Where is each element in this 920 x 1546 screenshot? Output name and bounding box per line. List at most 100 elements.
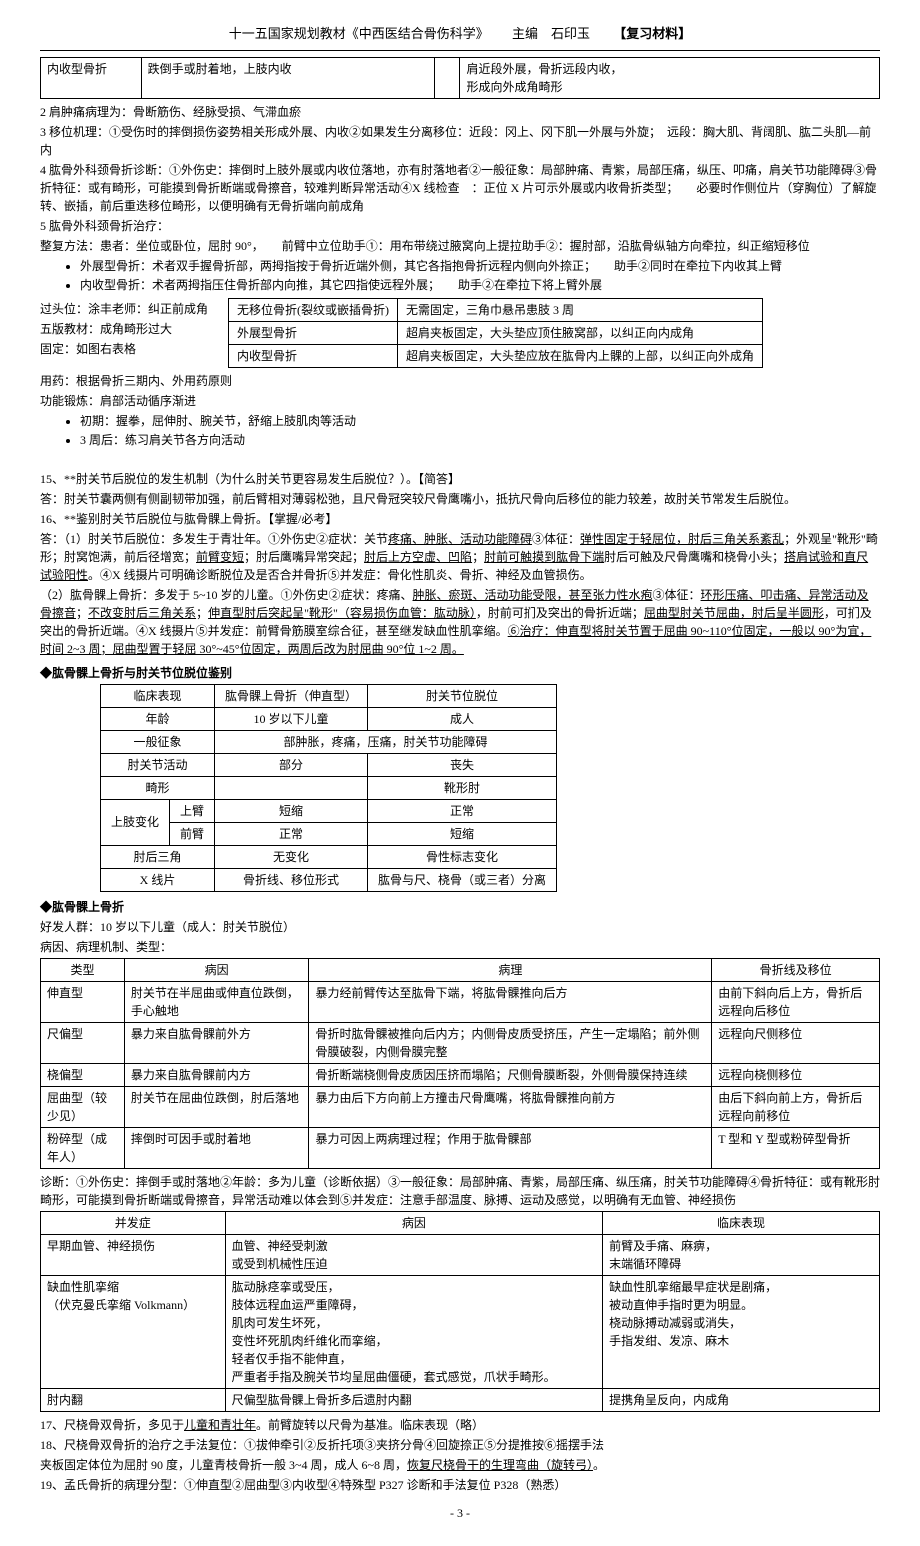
table-cell: 骨性标志变化 — [368, 845, 557, 868]
table-cell: 肘关节活动 — [101, 753, 215, 776]
bullet-list-1: 外展型骨折：术者双手握骨折部，两拇指按于骨折近端外侧，其它各指抱骨折远程内侧向外… — [40, 257, 880, 294]
table-cell: 10 岁以下儿童 — [215, 707, 368, 730]
table-cell: 前臂 — [170, 822, 215, 845]
doc-header: 十一五国家规划教材《中西医结合骨伤科学》 主编 石印玉 【复习材料】 — [40, 24, 880, 44]
table-cell: 暴力可因上两病理过程；作用于肱骨髁部 — [309, 1127, 712, 1168]
para: 17、尺桡骨双骨折，多见于儿童和青壮年。前臂旋转以尺骨为基准。临床表现（略） — [40, 1416, 880, 1434]
table-cell: 超肩夹板固定，大头垫应顶住腋窝部，以纠正向内成角 — [398, 321, 763, 344]
page-number: - 3 - — [40, 1504, 880, 1522]
para: 3 移位机理：①受伤时的摔倒损伤姿势相关形成外展、内收②如果发生分离移位：近段：… — [40, 123, 880, 159]
para: 好发人群：10 岁以下儿童（成人：肘关节脱位） — [40, 918, 880, 936]
table-cell: 上肢变化 — [101, 799, 170, 845]
bullet-item: 外展型骨折：术者双手握骨折部，两拇指按于骨折近端外侧，其它各指抱骨折远程内侧向外… — [80, 257, 880, 275]
section-1-title: ◆肱骨髁上骨折与肘关节位脱位鉴别 — [40, 664, 880, 682]
table-header: 肘关节位脱位 — [368, 684, 557, 707]
table-cell: 暴力经前臂传达至肱骨下端，将肱骨髁推向后方 — [309, 981, 712, 1022]
editor: 主编 石印玉 — [512, 26, 590, 41]
toprow-c4: 肩近段外展，骨折远段内收， 形成向外成角畸形 — [460, 57, 880, 98]
table-cell: 暴力来自肱骨髁前内方 — [124, 1063, 309, 1086]
types-table: 类型病因病理骨折线及移位伸直型肘关节在半屈曲或伸直位跌倒，手心触地暴力经前臂传达… — [40, 958, 880, 1169]
table-cell: 肘内翻 — [41, 1388, 226, 1411]
table-cell: 年龄 — [101, 707, 215, 730]
table-cell: 粉碎型（成年人） — [41, 1127, 125, 1168]
body3-text: 用药：根据骨折三期内、外用药原则功能锻炼：肩部活动循序渐进 — [40, 372, 880, 410]
bullet-item: 初期：握拳，屈伸肘、腕关节，舒缩上肢肌肉等活动 — [80, 412, 880, 430]
tail-text: 17、尺桡骨双骨折，多见于儿童和青壮年。前臂旋转以尺骨为基准。临床表现（略） 18… — [40, 1416, 880, 1494]
table-cell: 肘关节在半屈曲或伸直位跌倒，手心触地 — [124, 981, 309, 1022]
table-cell: 肘关节在屈曲位跌倒，肘后落地 — [124, 1086, 309, 1127]
table-cell: 短缩 — [215, 799, 368, 822]
table-cell: 一般征象 — [101, 730, 215, 753]
table-cell: T 型和 Y 型或粉碎型骨折 — [712, 1127, 880, 1168]
table-cell: 部肿胀，疼痛，压痛，肘关节功能障碍 — [215, 730, 557, 753]
table-cell: 桡偏型 — [41, 1063, 125, 1086]
body2-text: 过头位：涂丰老师：纠正前成角五版教材：成角畸形过大固定：如图右表格 — [40, 298, 208, 360]
table-cell: 靴形肘 — [368, 776, 557, 799]
toprow-c3 — [435, 57, 460, 98]
para: 19、孟氏骨折的病理分型：①伸直型②屈曲型③内收型④特殊型 P327 诊断和手法… — [40, 1476, 880, 1494]
answer-1: 答：（1）肘关节后脱位：多发生于青壮年。①外伤史②症状：关节疼痛、肿胀、活动功能… — [40, 530, 880, 584]
table-cell: 超肩夹板固定，大头垫应放在肱骨内上髁的上部，以纠正向外成角 — [398, 344, 763, 367]
table-cell: 尺偏型肱骨髁上骨折多后遗肘内翻 — [225, 1388, 603, 1411]
para: 18、尺桡骨双骨折的治疗之手法复位：①拔伸牵引②反折托项③夹挤分骨④回旋捺正⑤分… — [40, 1436, 880, 1454]
table-cell: 缺血性肌挛缩 （伏克曼氏挛缩 Volkmann） — [41, 1275, 226, 1388]
table-cell: 无需固定，三角巾悬吊患肢 3 周 — [398, 298, 763, 321]
table-cell: 由前下斜向后上方，骨折后远程向后移位 — [712, 981, 880, 1022]
fixation-table: 无移位骨折(裂纹或嵌插骨折)无需固定，三角巾悬吊患肢 3 周外展型骨折超肩夹板固… — [228, 298, 763, 368]
table-cell — [215, 776, 368, 799]
table-cell: 短缩 — [368, 822, 557, 845]
table-header: 肱骨髁上骨折（伸直型） — [215, 684, 368, 707]
para: 五版教材：成角畸形过大 — [40, 320, 208, 338]
table-cell: 由后下斜向前上方，骨折后远程向前移位 — [712, 1086, 880, 1127]
para: 4 肱骨外科颈骨折诊断：①外伤史：摔倒时上肢外展或内收位落地，亦有肘落地者②一般… — [40, 161, 880, 215]
complications-table: 并发症病因临床表现早期血管、神经损伤血管、神经受刺激 或受到机械性压迫前臂及手痛… — [40, 1211, 880, 1412]
toprow-table: 内收型骨折 跌倒手或肘着地，上肢内收 肩近段外展，骨折远段内收， 形成向外成角畸… — [40, 57, 880, 99]
table-cell: 部分 — [215, 753, 368, 776]
table-cell: 内收型骨折 — [229, 344, 398, 367]
comparison-table: 临床表现肱骨髁上骨折（伸直型）肘关节位脱位年龄10 岁以下儿童成人一般征象部肿胀… — [100, 684, 557, 892]
table-cell: 肱骨与尺、桡骨（或三者）分离 — [368, 868, 557, 891]
para: 答：肘关节囊两侧有侧副韧带加强，前后臂相对薄弱松弛，且尺骨冠突较尺骨鹰嘴小，抵抗… — [40, 490, 880, 508]
table-header: 并发症 — [41, 1211, 226, 1234]
body-text: 2 肩肿痛病理为：骨断筋伤、经脉受损、气滞血瘀 3 移位机理：①受伤时的摔倒损伤姿… — [40, 103, 880, 255]
table-cell: 提携角呈反向，内成角 — [603, 1388, 880, 1411]
table-header: 病因 — [124, 958, 309, 981]
para: 病因、病理机制、类型： — [40, 938, 880, 956]
table-cell: 骨折断端桡侧骨皮质因压挤而塌陷；尺侧骨膜断裂，外侧骨膜保持连续 — [309, 1063, 712, 1086]
table-cell: X 线片 — [101, 868, 215, 891]
mid-wrap: 过头位：涂丰老师：纠正前成角五版教材：成角畸形过大固定：如图右表格 无移位骨折(… — [40, 298, 880, 368]
bullet-list-2: 初期：握拳，屈伸肘、腕关节，舒缩上肢肌肉等活动3 周后：练习肩关节各方向活动 — [40, 412, 880, 449]
table-cell: 丧失 — [368, 753, 557, 776]
para: 过头位：涂丰老师：纠正前成角 — [40, 300, 208, 318]
table-cell: 血管、神经受刺激 或受到机械性压迫 — [225, 1234, 603, 1275]
table-cell: 远程向尺侧移位 — [712, 1022, 880, 1063]
table-cell: 骨折线、移位形式 — [215, 868, 368, 891]
table-cell: 暴力由后下方向前上方撞击尺骨鹰嘴，将肱骨髁推向前方 — [309, 1086, 712, 1127]
answer-2: （2）肱骨髁上骨折：多发于 5~10 岁的儿童。①外伤史②症状：疼痛、肿胀、瘀斑… — [40, 586, 880, 658]
table-header: 病理 — [309, 958, 712, 981]
table-cell: 屈曲型（较少见） — [41, 1086, 125, 1127]
table-header: 病因 — [225, 1211, 603, 1234]
table-cell: 无变化 — [215, 845, 368, 868]
table-cell: 外展型骨折 — [229, 321, 398, 344]
para: 16、**鉴别肘关节后脱位与肱骨髁上骨折。【掌握/必考】 — [40, 510, 880, 528]
toprow-c2: 跌倒手或肘着地，上肢内收 — [141, 57, 435, 98]
section-2-lines: 好发人群：10 岁以下儿童（成人：肘关节脱位） 病因、病理机制、类型： — [40, 918, 880, 956]
table-header: 临床表现 — [603, 1211, 880, 1234]
table-cell: 畸形 — [101, 776, 215, 799]
para: 2 肩肿痛病理为：骨断筋伤、经脉受损、气滞血瘀 — [40, 103, 880, 121]
table-cell: 上臂 — [170, 799, 215, 822]
table-cell: 尺偏型 — [41, 1022, 125, 1063]
table-header: 类型 — [41, 958, 125, 981]
para: 用药：根据骨折三期内、外用药原则 — [40, 372, 880, 390]
bullet-item: 内收型骨折：术者两拇指压住骨折部内向推，其它四指使远程外展； 助手②在牵拉下将上… — [80, 276, 880, 294]
para: 固定：如图右表格 — [40, 340, 208, 358]
table-cell: 前臂及手痛、麻痹， 末端循环障碍 — [603, 1234, 880, 1275]
table-cell: 缺血性肌挛缩最早症状是剧痛， 被动直伸手指时更为明显。 桡动脉搏动减弱或消失， … — [603, 1275, 880, 1388]
table-cell: 伸直型 — [41, 981, 125, 1022]
table-cell: 正常 — [215, 822, 368, 845]
table-cell: 正常 — [368, 799, 557, 822]
table-header: 临床表现 — [101, 684, 215, 707]
table-cell: 肘后三角 — [101, 845, 215, 868]
para: 5 肱骨外科颈骨折治疗： — [40, 217, 880, 235]
